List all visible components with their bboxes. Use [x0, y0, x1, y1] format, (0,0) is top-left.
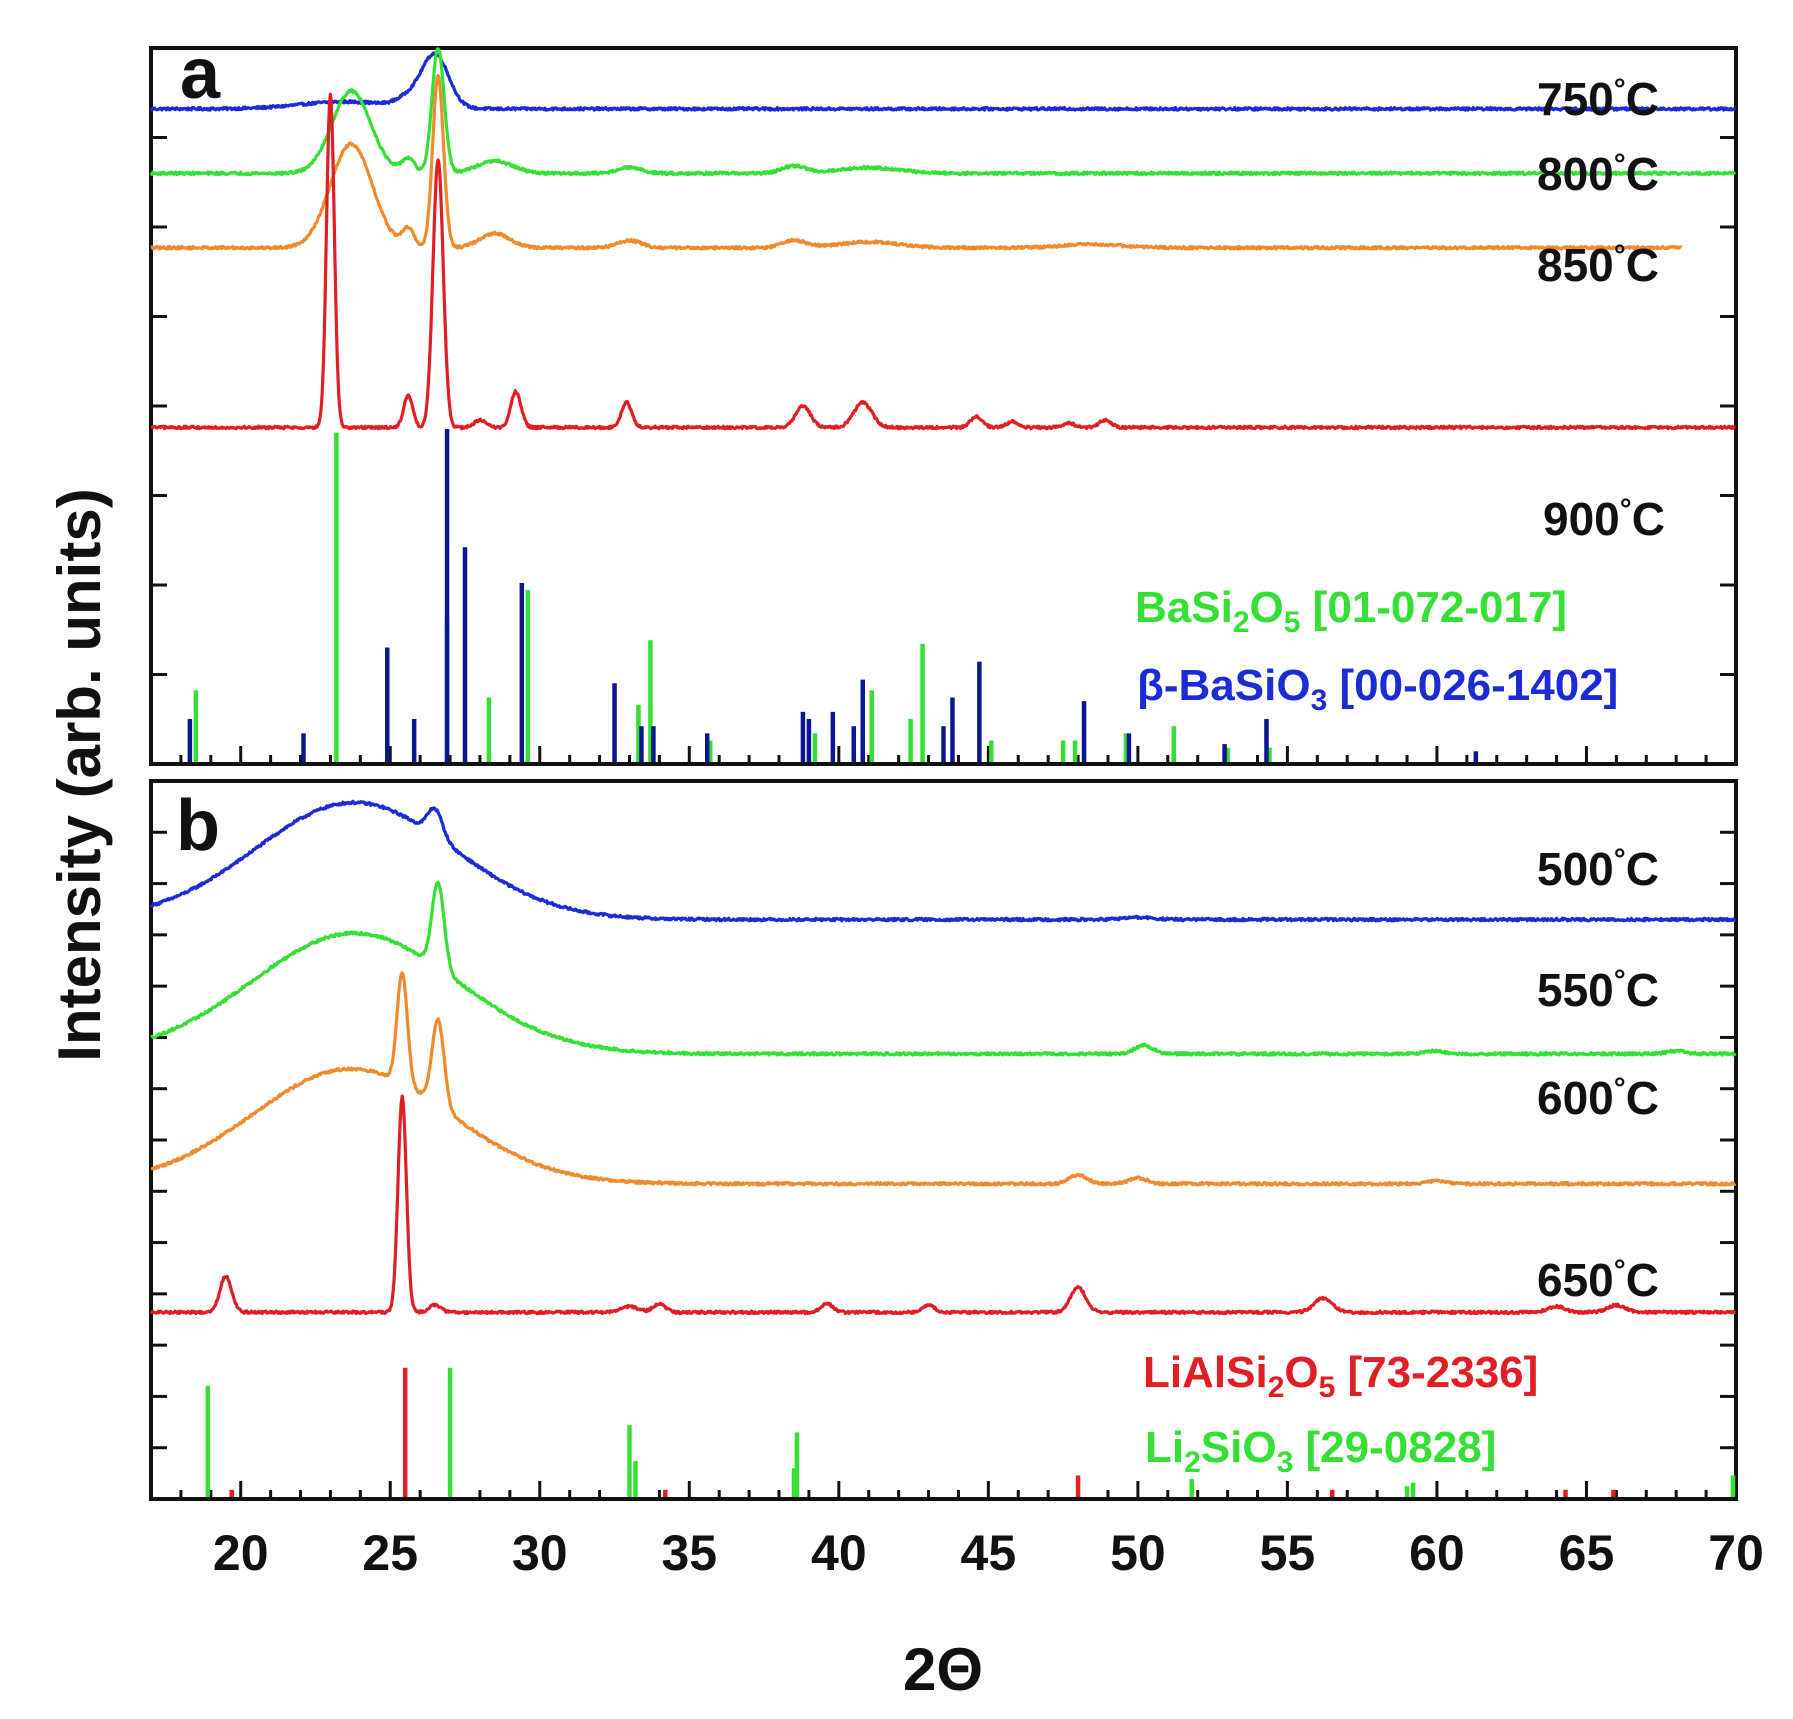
reference-label-lialsi2o5: LiAlSi2O5 [73-2336]: [1143, 1348, 1538, 1404]
x-tick-label: 40: [811, 1525, 867, 1581]
xrd-curve-600C: [150, 971, 1737, 1187]
reference-label-basi2o5: BaSi2O5 [01-072-017]: [1135, 583, 1567, 639]
series-label-550C: 550°C: [1537, 964, 1659, 1016]
x-tick-label: 45: [961, 1525, 1017, 1581]
panel-a-curves: [149, 47, 1737, 431]
xrd-curve-650C: [149, 1094, 1737, 1316]
x-tick-label: 65: [1559, 1525, 1615, 1581]
x-tick-label: 50: [1110, 1525, 1166, 1581]
panel-b-ticks: [151, 830, 1738, 1499]
reference-label-li2sio3: Li2SiO3 [29-0828]: [1145, 1423, 1496, 1479]
panel-b-label: b: [176, 786, 220, 866]
series-label-900C: 900°C: [1543, 493, 1665, 545]
series-label-500C: 500°C: [1537, 843, 1659, 895]
panel-a-reference-sticks: [187, 429, 1479, 762]
x-tick-label: 60: [1409, 1525, 1465, 1581]
x-tick-label: 55: [1260, 1525, 1316, 1581]
series-label-650C: 650°C: [1537, 1254, 1659, 1306]
xrd-curve-550C: [150, 880, 1737, 1057]
panel-a-label: a: [180, 34, 221, 114]
series-label-850C: 850°C: [1537, 239, 1659, 291]
xrd-curve-800C: [149, 47, 1737, 177]
panel-b-reference-sticks: [205, 1367, 1736, 1497]
x-tick-label: 30: [512, 1525, 568, 1581]
x-tick-label: 35: [661, 1525, 717, 1581]
reference-label-basio3: β-BaSiO3 [00-026-1402]: [1137, 661, 1618, 717]
x-axis-title: 2Θ: [903, 1636, 983, 1703]
x-tick-label: 25: [362, 1525, 418, 1581]
panel-a: a 750°C 800°C 850°C 900°C BaSi2O5 [01-07…: [149, 34, 1738, 766]
xrd-curve-500C: [149, 799, 1737, 923]
series-label-750C: 750°C: [1537, 73, 1659, 125]
x-tick-label: 20: [213, 1525, 269, 1581]
xrd-curve-750C: [149, 51, 1737, 112]
xrd-curve-850C: [150, 74, 1683, 251]
x-tick-labels: 20 25 30 35 40 45 50 55 60 65 70: [213, 1525, 1764, 1581]
xrd-curve-900C: [150, 92, 1737, 431]
panel-b-curves: [149, 799, 1737, 1316]
y-axis-title: Intensity (arb. units): [46, 488, 113, 1061]
panel-b: b 500°C 550°C 600°C 650°C LiAlSi2O5 [73-…: [149, 779, 1738, 1501]
series-label-800C: 800°C: [1537, 148, 1659, 200]
x-tick-label: 70: [1708, 1525, 1764, 1581]
series-label-600C: 600°C: [1537, 1072, 1659, 1124]
